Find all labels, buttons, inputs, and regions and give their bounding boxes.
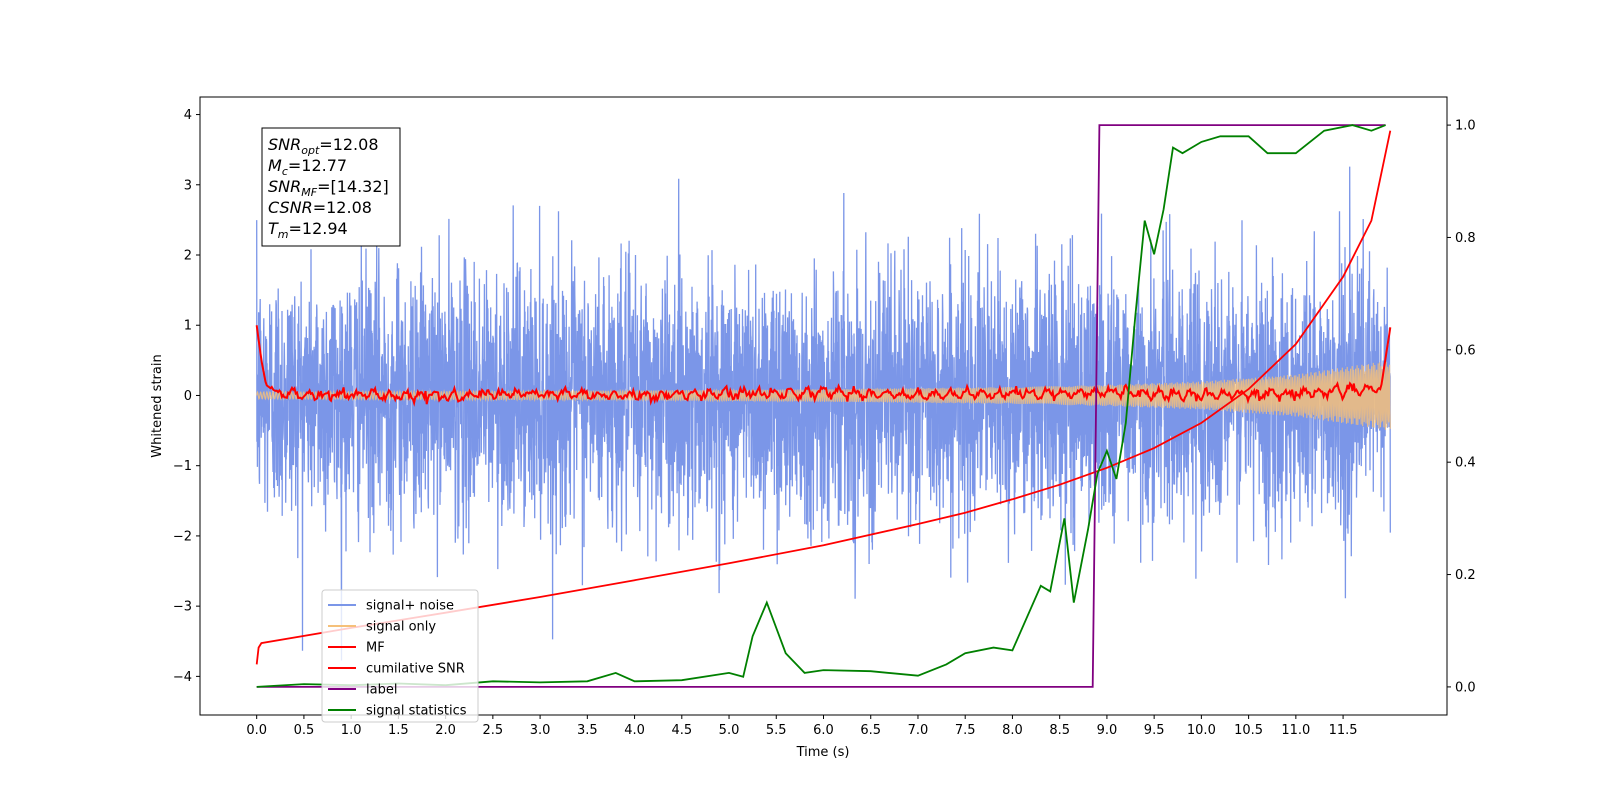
legend-label: cumilative SNR [366, 662, 465, 677]
series-signal-noise [256, 166, 1391, 661]
legend-label: MF [366, 641, 385, 656]
annotation-subscript: c [282, 165, 288, 178]
series-signal-statistics [256, 124, 1386, 688]
y-tick-label: 1 [184, 319, 192, 334]
annotation-value: =12.08 [313, 198, 372, 217]
x-tick-label: 2.5 [483, 723, 504, 738]
annotation-value: =12.77 [288, 156, 347, 175]
y-tick-label: −1 [173, 459, 192, 474]
x-tick-label: 1.5 [388, 723, 409, 738]
annotation-line: SNRMF=[14.32] [268, 177, 389, 199]
annotation-value: =12.08 [319, 135, 378, 154]
y2-tick-label: 0.0 [1455, 680, 1476, 695]
legend-frame [321, 589, 479, 723]
series-label [256, 124, 1386, 688]
x-tick-label: 0.0 [246, 723, 267, 738]
y-tick-label: 4 [184, 108, 192, 123]
x-tick-label: 6.5 [860, 723, 881, 738]
annotation-line: SNRopt=12.08 [268, 135, 379, 157]
y-tick-label: −4 [173, 670, 192, 685]
legend-label: signal+ noise [366, 599, 454, 614]
x-axis-label: Time (s) [796, 745, 850, 760]
x-tick-label: 10.0 [1187, 723, 1216, 738]
annotation-subscript: m [278, 228, 289, 241]
annotation-symbol: T [268, 219, 279, 238]
y-tick-label: 3 [184, 178, 192, 193]
annotation-subscript: opt [301, 144, 320, 157]
annotation-symbol: SNR [268, 135, 301, 154]
x-tick-label: 6.0 [813, 723, 834, 738]
x-tick-label: 7.0 [908, 723, 929, 738]
x-tick-label: 0.5 [294, 723, 315, 738]
legend: signal+ noise signal only MF cumilative SNR… [321, 589, 479, 723]
annotation-symbol: M [268, 156, 282, 175]
annotation-line: Tm=12.94 [268, 219, 348, 241]
y2-tick-label: 0.6 [1455, 343, 1476, 358]
x-tick-label: 2.0 [435, 723, 456, 738]
stats-annotation-box: SNRopt=12.08Mc=12.77SNRMF=[14.32]CSNR=12… [261, 127, 401, 247]
annotation-frame [261, 127, 401, 247]
series-mf [255, 325, 1392, 407]
legend-label: signal statistics [366, 704, 467, 719]
y-tick-label: 2 [184, 249, 192, 264]
y-tick-label: −2 [173, 529, 192, 544]
annotation-subscript: MF [301, 186, 317, 199]
annotation-value: =12.94 [289, 219, 348, 238]
annotation-line: Mc=12.77 [268, 156, 347, 178]
annotation-symbol: SNR [268, 177, 301, 196]
x-tick-label: 9.5 [1144, 723, 1165, 738]
x-tick-label: 7.5 [955, 723, 976, 738]
annotation-line: CSNR=12.08 [268, 198, 372, 217]
y-tick-label: −3 [173, 600, 192, 615]
x-tick-label: 11.0 [1281, 723, 1310, 738]
y-axis-left: 4 3 2 1 0 −1 −2 −3 −4 [173, 108, 200, 685]
x-tick-label: 4.5 [671, 723, 692, 738]
x-tick-label: 5.0 [719, 723, 740, 738]
y2-tick-label: 0.4 [1455, 456, 1476, 471]
x-tick-label: 8.5 [1049, 723, 1070, 738]
x-tick-label: 3.5 [577, 723, 598, 738]
y2-tick-label: 1.0 [1455, 119, 1476, 134]
x-tick-label: 11.5 [1329, 723, 1358, 738]
x-tick-label: 8.0 [1002, 723, 1023, 738]
legend-label: signal only [366, 620, 436, 635]
x-tick-label: 9.0 [1097, 723, 1118, 738]
x-tick-label: 5.5 [766, 723, 787, 738]
x-tick-label: 4.0 [624, 723, 645, 738]
x-tick-label: 3.0 [530, 723, 551, 738]
y2-tick-label: 0.8 [1455, 231, 1476, 246]
y-axis-right: 1.0 0.8 0.6 0.4 0.2 0.0 [1447, 119, 1476, 695]
annotation-symbol: CSNR [268, 198, 313, 217]
y2-tick-label: 0.2 [1455, 568, 1476, 583]
x-axis: 0.0 0.5 1.0 1.5 2.0 2.5 3.0 3.5 4.0 4.5 5.0 5.5 6.0 6… [246, 715, 1358, 738]
x-tick-label: 1.0 [341, 723, 362, 738]
annotation-value: =[14.32] [317, 177, 389, 196]
y-axis-label: Whitened strain [150, 354, 165, 457]
x-tick-label: 10.5 [1234, 723, 1263, 738]
legend-label: label [366, 683, 397, 698]
y-tick-label: 0 [184, 389, 192, 404]
